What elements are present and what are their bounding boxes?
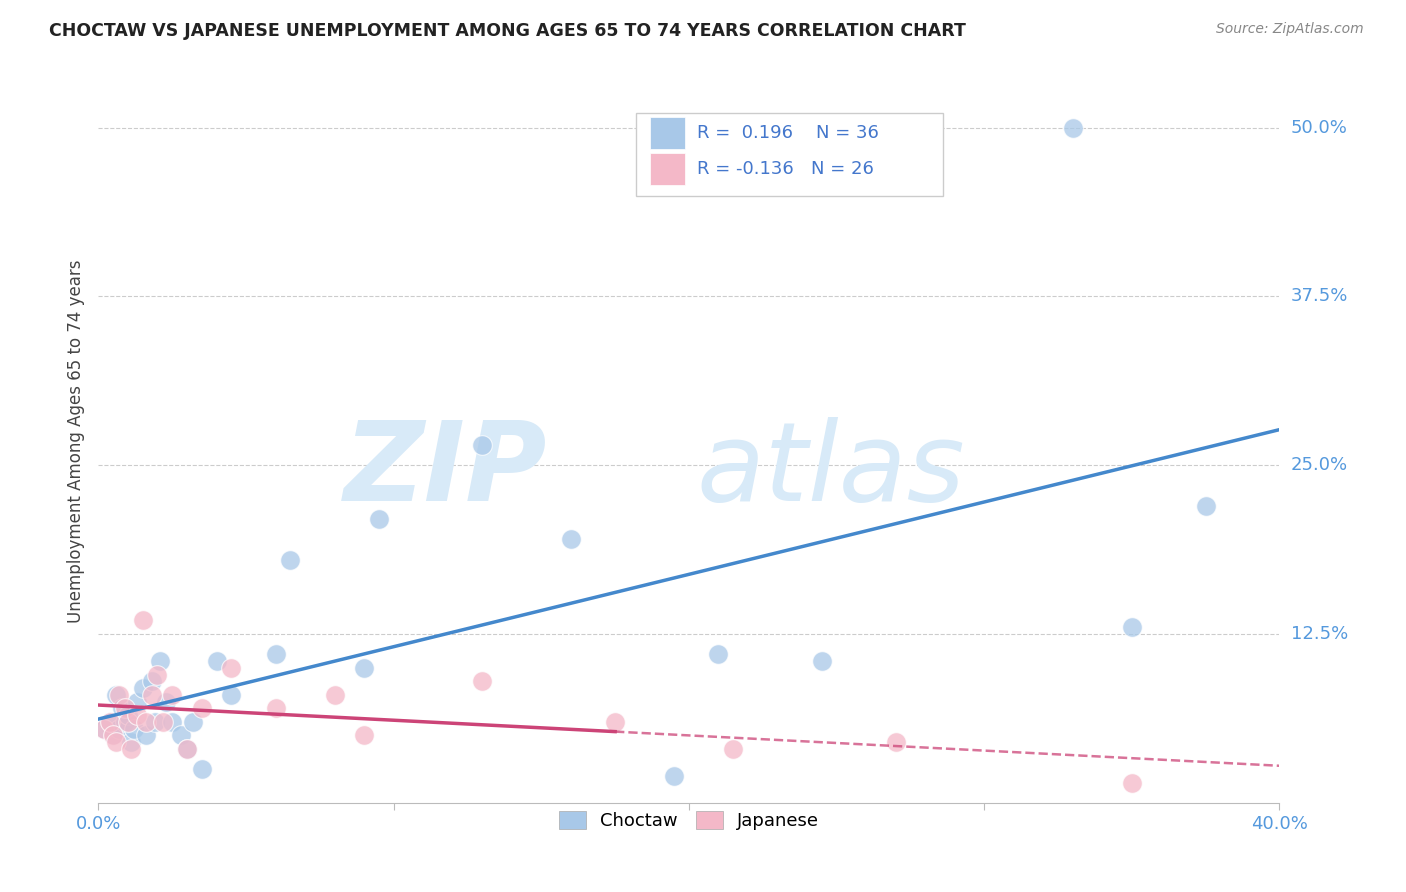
Point bbox=[471, 438, 494, 452]
Point bbox=[723, 741, 745, 756]
Point bbox=[810, 654, 832, 668]
Point bbox=[135, 728, 157, 742]
FancyBboxPatch shape bbox=[650, 117, 685, 149]
Point bbox=[1121, 775, 1143, 789]
Point bbox=[132, 614, 155, 628]
Text: 12.5%: 12.5% bbox=[1291, 625, 1348, 643]
Text: R =  0.196    N = 36: R = 0.196 N = 36 bbox=[697, 124, 879, 142]
Point bbox=[162, 714, 183, 729]
Point bbox=[221, 661, 243, 675]
Point bbox=[103, 728, 125, 742]
Point bbox=[605, 714, 627, 729]
Point bbox=[664, 769, 686, 783]
Y-axis label: Unemployment Among Ages 65 to 74 years: Unemployment Among Ages 65 to 74 years bbox=[66, 260, 84, 624]
Point bbox=[205, 654, 228, 668]
Point bbox=[105, 735, 128, 749]
FancyBboxPatch shape bbox=[650, 153, 685, 186]
Point bbox=[368, 512, 391, 526]
Point bbox=[176, 741, 198, 756]
Point bbox=[176, 741, 198, 756]
Point bbox=[323, 688, 346, 702]
Point bbox=[141, 688, 163, 702]
Text: 25.0%: 25.0% bbox=[1291, 456, 1348, 475]
Point bbox=[135, 714, 157, 729]
Point bbox=[98, 714, 121, 729]
Point bbox=[152, 714, 174, 729]
Text: R = -0.136   N = 26: R = -0.136 N = 26 bbox=[697, 161, 875, 178]
Point bbox=[117, 708, 139, 723]
Point bbox=[114, 701, 136, 715]
Point bbox=[93, 722, 115, 736]
Point bbox=[125, 708, 148, 723]
Point bbox=[143, 714, 166, 729]
Point bbox=[1121, 620, 1143, 634]
Point bbox=[132, 681, 155, 695]
Point bbox=[170, 728, 193, 742]
Point bbox=[471, 674, 494, 689]
Point bbox=[191, 701, 214, 715]
Point bbox=[221, 688, 243, 702]
Point bbox=[122, 722, 145, 736]
Point bbox=[114, 714, 136, 729]
Point bbox=[181, 714, 204, 729]
Point bbox=[111, 701, 134, 715]
Point bbox=[108, 722, 131, 736]
Point bbox=[93, 722, 115, 736]
Text: atlas: atlas bbox=[696, 417, 965, 524]
Point bbox=[560, 533, 582, 547]
Point bbox=[1062, 120, 1084, 135]
Point bbox=[98, 714, 121, 729]
Text: 50.0%: 50.0% bbox=[1291, 119, 1347, 136]
Point bbox=[117, 714, 139, 729]
Point bbox=[125, 694, 148, 708]
Point bbox=[146, 667, 169, 681]
Text: CHOCTAW VS JAPANESE UNEMPLOYMENT AMONG AGES 65 TO 74 YEARS CORRELATION CHART: CHOCTAW VS JAPANESE UNEMPLOYMENT AMONG A… bbox=[49, 22, 966, 40]
Text: 37.5%: 37.5% bbox=[1291, 287, 1348, 305]
Point bbox=[149, 654, 172, 668]
Point bbox=[105, 688, 128, 702]
Point bbox=[141, 674, 163, 689]
Point bbox=[162, 688, 183, 702]
Text: ZIP: ZIP bbox=[343, 417, 547, 524]
Text: Source: ZipAtlas.com: Source: ZipAtlas.com bbox=[1216, 22, 1364, 37]
Point bbox=[191, 762, 214, 776]
Point bbox=[264, 647, 287, 661]
Point bbox=[120, 735, 142, 749]
Point bbox=[884, 735, 907, 749]
Point bbox=[353, 728, 375, 742]
Point bbox=[264, 701, 287, 715]
Point bbox=[103, 728, 125, 742]
Point bbox=[155, 694, 177, 708]
Point bbox=[120, 741, 142, 756]
Point bbox=[1195, 499, 1218, 513]
Legend: Choctaw, Japanese: Choctaw, Japanese bbox=[551, 804, 827, 837]
Point bbox=[707, 647, 730, 661]
Point bbox=[108, 688, 131, 702]
Point bbox=[353, 661, 375, 675]
Point bbox=[280, 552, 302, 566]
FancyBboxPatch shape bbox=[636, 112, 943, 196]
